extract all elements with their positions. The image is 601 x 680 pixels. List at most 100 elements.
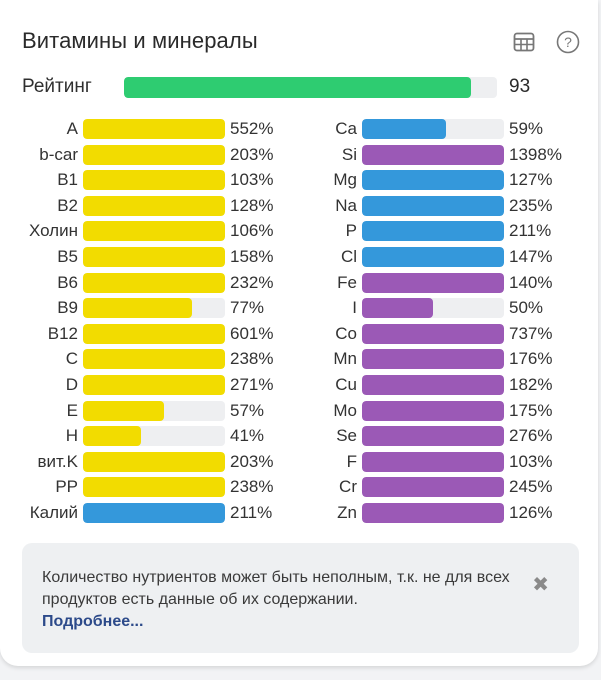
nutrient-value: 103% bbox=[509, 451, 553, 471]
nutrient-row-Mg: Mg 127% bbox=[0, 169, 601, 191]
nutrient-bar bbox=[362, 144, 504, 165]
nutrient-value: 103% bbox=[230, 170, 274, 190]
nutrient-bar-track bbox=[362, 119, 504, 139]
nutrient-bar bbox=[83, 323, 225, 344]
rating-value: 93 bbox=[509, 76, 531, 97]
nutrient-row-A: A 552% bbox=[0, 118, 601, 140]
nutrient-value: 147% bbox=[509, 247, 553, 266]
nutrient-value: 57% bbox=[230, 400, 265, 420]
nutrient-bar bbox=[362, 426, 504, 447]
nutrient-bar bbox=[362, 247, 504, 267]
nutrient-label: Калий bbox=[29, 503, 78, 522]
nutrient-row-H: H 41% bbox=[0, 425, 601, 447]
nutrient-bar-track bbox=[362, 400, 504, 421]
nutrient-bar-track bbox=[362, 195, 504, 216]
nutrient-bar-track bbox=[362, 144, 504, 165]
nutrient-label: F bbox=[346, 451, 357, 471]
nutrient-value: 176% bbox=[509, 349, 553, 369]
nutrient-bar-track bbox=[83, 247, 225, 267]
nutrient-row-E: E 57% bbox=[0, 400, 601, 422]
nutrient-label: I bbox=[352, 298, 357, 318]
nutrient-bar-track bbox=[362, 503, 504, 523]
nutrient-value: 175% bbox=[509, 400, 553, 420]
nutrient-label: Si bbox=[341, 144, 357, 164]
notice-text: Количество нутриентов может быть неполны… bbox=[42, 567, 512, 633]
nutrient-bar bbox=[83, 170, 225, 191]
nutrient-value: 50% bbox=[509, 298, 544, 318]
nutrient-label: E bbox=[66, 400, 78, 420]
nutrient-bar bbox=[362, 221, 504, 242]
nutrient-label: B2 bbox=[57, 195, 78, 215]
nutrient-row-B6: B6 232% bbox=[0, 272, 601, 294]
nutrient-label: B5 bbox=[57, 247, 78, 266]
nutrient-value: 128% bbox=[230, 195, 274, 215]
nutrient-row-вит.K: вит.K 203% bbox=[0, 451, 601, 473]
nutrient-value: 271% bbox=[230, 375, 274, 394]
nutrient-label: P bbox=[345, 221, 357, 241]
nutrient-bar-track bbox=[362, 426, 504, 447]
nutrient-row-C: C 238% bbox=[0, 348, 601, 370]
nutrient-value: 59% bbox=[509, 119, 544, 138]
nutrient-bar-track bbox=[83, 323, 225, 344]
nutrient-value: 203% bbox=[230, 451, 274, 471]
svg-text:?: ? bbox=[564, 34, 572, 50]
nutrient-row-B1: B1 103% bbox=[0, 169, 601, 191]
nutrient-value: 106% bbox=[230, 221, 274, 241]
nutrient-value: 126% bbox=[509, 503, 553, 522]
close-icon[interactable]: ✖ bbox=[532, 574, 549, 596]
nutrient-bar-track bbox=[83, 426, 225, 447]
nutrient-row-Zn: Zn 126% bbox=[0, 502, 601, 524]
nutrient-bar bbox=[83, 195, 225, 216]
help-icon[interactable]: ? bbox=[556, 30, 580, 54]
nutrient-row-Калий: Калий 211% bbox=[0, 502, 601, 524]
nutrient-label: вит.K bbox=[37, 451, 79, 471]
nutrient-bar bbox=[83, 119, 225, 139]
more-link[interactable]: Подробнее... bbox=[42, 613, 144, 630]
nutrient-bar bbox=[362, 349, 504, 370]
nutrient-bar bbox=[83, 247, 225, 267]
nutrient-bar bbox=[83, 426, 142, 447]
nutrient-bar-track bbox=[362, 298, 504, 319]
nutrient-bar bbox=[83, 400, 164, 421]
nutrient-row-PP: PP 238% bbox=[0, 476, 601, 498]
nutrient-value: 77% bbox=[230, 298, 265, 318]
nutrient-bar-track bbox=[83, 195, 225, 216]
nutrient-bar-track bbox=[83, 451, 225, 472]
nutrient-bar-track bbox=[362, 272, 504, 293]
nutrient-bar-track bbox=[83, 221, 225, 242]
nutrient-row-Fe: Fe 140% bbox=[0, 272, 601, 294]
nutrient-label: B12 bbox=[47, 323, 78, 343]
nutrient-row-Холин: Холин 106% bbox=[0, 220, 601, 242]
notice-message: Количество нутриентов может быть неполны… bbox=[42, 569, 510, 608]
nutrient-bar-track bbox=[362, 451, 504, 472]
nutrient-label: Холин bbox=[28, 221, 78, 241]
nutrient-label: D bbox=[65, 375, 78, 394]
nutrient-label: Na bbox=[335, 195, 357, 215]
nutrient-bar-track bbox=[83, 170, 225, 191]
nutrient-value: 552% bbox=[230, 119, 274, 138]
nutrient-bar bbox=[83, 477, 225, 498]
nutrient-bar bbox=[362, 119, 446, 139]
nutrient-bar bbox=[83, 144, 225, 165]
vitamins-minerals-card: Витамины и минералы ? Рейтинг 93 A 552% b-… bbox=[0, 0, 598, 666]
nutrient-label: Zn bbox=[337, 503, 357, 522]
nutrient-label: Fe bbox=[337, 272, 357, 292]
nutrient-value: 1398% bbox=[509, 144, 562, 164]
table-icon[interactable] bbox=[512, 30, 536, 54]
nutrient-label: C bbox=[65, 349, 78, 369]
nutrient-bar-track bbox=[83, 272, 225, 293]
nutrient-label: B9 bbox=[57, 298, 78, 318]
nutrient-bar bbox=[83, 349, 225, 370]
nutrient-value: 276% bbox=[509, 426, 553, 446]
incomplete-data-notice: Количество нутриентов может быть неполны… bbox=[22, 543, 579, 653]
nutrient-value: 140% bbox=[509, 272, 553, 292]
nutrient-bar bbox=[362, 477, 504, 498]
nutrient-label: Mg bbox=[333, 170, 357, 190]
nutrient-value: 203% bbox=[230, 144, 274, 164]
card-title: Витамины и минералы bbox=[22, 28, 258, 53]
nutrient-value: 211% bbox=[230, 503, 273, 522]
nutrient-label: Cr bbox=[339, 477, 357, 497]
nutrient-label: H bbox=[65, 426, 78, 446]
nutrient-bar bbox=[362, 170, 504, 191]
nutrient-bar-track bbox=[83, 400, 225, 421]
